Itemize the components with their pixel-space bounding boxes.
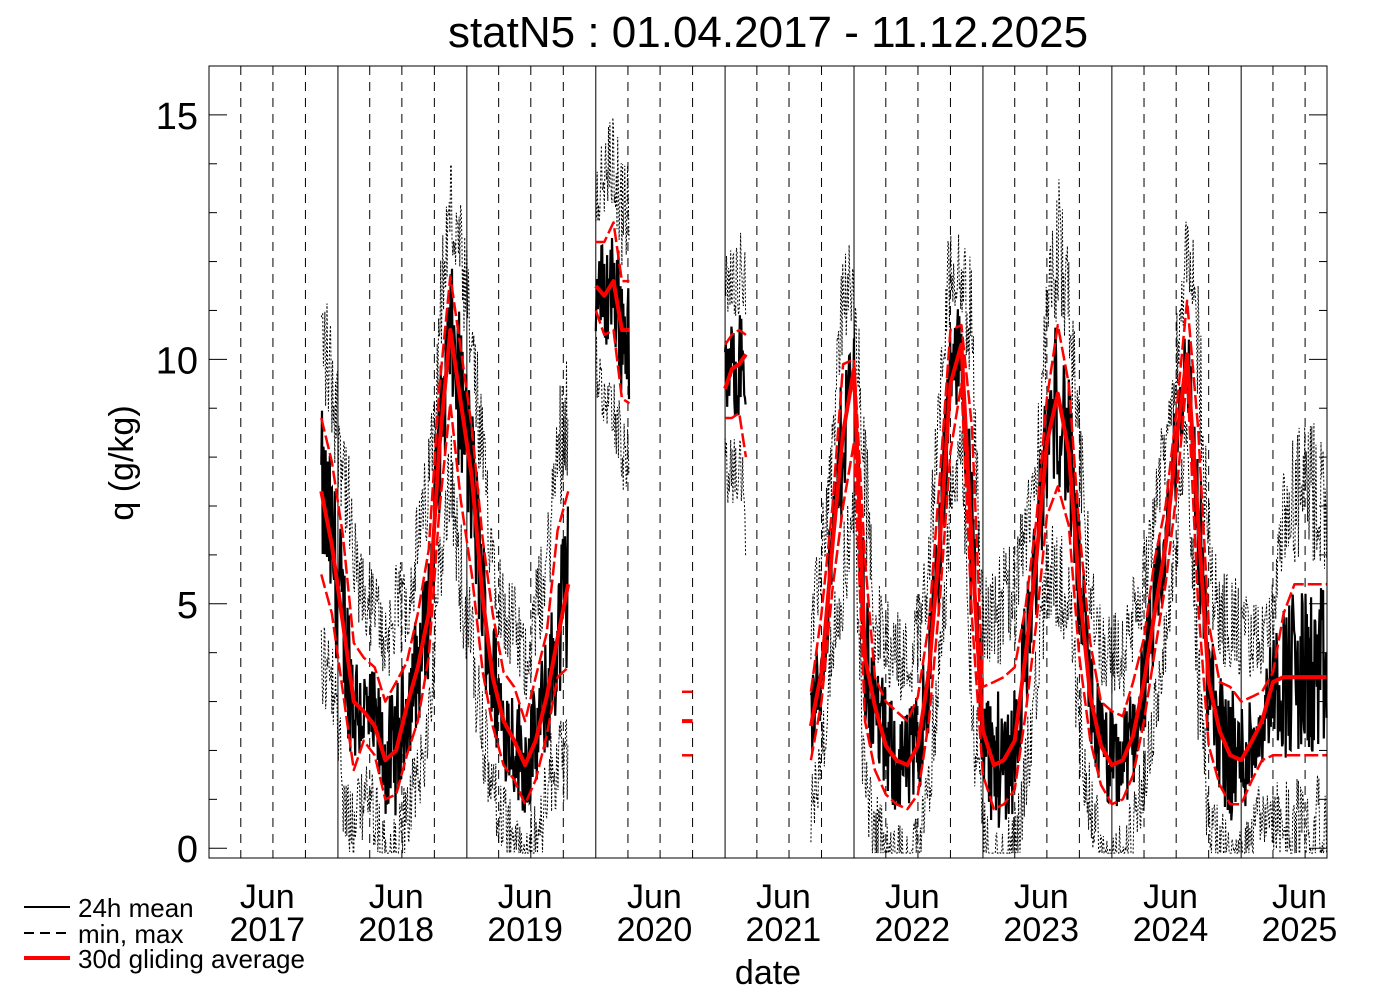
daily-min-line: [595, 336, 630, 491]
y-tick-label: 15: [156, 96, 198, 138]
gliding-average-series: [319, 221, 1327, 811]
y-axis-label: q (g/kg): [103, 405, 141, 520]
average-max-line: [809, 299, 1327, 723]
x-tick-month-label: Jun: [756, 878, 811, 916]
x-tick-year-label: 2022: [874, 911, 950, 949]
average-min-line: [320, 402, 570, 806]
legend-label-mean: 24h mean: [78, 893, 194, 923]
x-tick-month-label: Jun: [885, 878, 940, 916]
y-tick-label: 0: [177, 829, 198, 871]
min-max-series: [320, 117, 1328, 855]
x-tick-year-label: 2019: [487, 911, 563, 949]
daily-max-line: [320, 164, 569, 701]
y-tick-label: 10: [156, 340, 198, 382]
x-tick-month-label: Jun: [1014, 878, 1069, 916]
daily-max-line: [595, 117, 630, 266]
y-tick-label: 5: [177, 585, 198, 627]
daily-max-line: [724, 232, 747, 316]
average-max-line: [320, 274, 570, 723]
x-axis-label: date: [735, 954, 801, 992]
grid-layer: [240, 66, 1306, 858]
x-tick-year-label: 2025: [1262, 911, 1338, 949]
average-max-line: [724, 328, 747, 346]
average-min-line: [809, 372, 1327, 811]
daily-mean-line: [594, 237, 631, 400]
x-axis-ticks: Jun2017Jun2018Jun2019Jun2020Jun2021Jun20…: [229, 878, 1337, 949]
x-tick-year-label: 2018: [358, 911, 434, 949]
x-tick-month-label: Jun: [240, 878, 295, 916]
average-mean-line: [319, 328, 571, 768]
average-min-line: [594, 309, 631, 405]
average-max-line: [595, 221, 630, 283]
y-axis-ticks: 0 5 10 15: [156, 96, 1327, 871]
average-mean-line: [808, 342, 1327, 768]
x-tick-year-label: 2023: [1003, 911, 1079, 949]
x-tick-year-label: 2020: [617, 911, 693, 949]
daily-mean-line: [320, 268, 569, 816]
daily-min-line: [724, 438, 747, 557]
x-tick-year-label: 2017: [229, 911, 305, 949]
legend-label-minmax: min, max: [78, 919, 183, 949]
x-tick-month-label: Jun: [498, 878, 553, 916]
x-tick-year-label: 2021: [746, 911, 822, 949]
x-tick-year-label: 2024: [1133, 911, 1209, 949]
daily-min-line: [320, 434, 569, 854]
average-min-line: [725, 411, 748, 458]
daily-min-line: [810, 420, 1328, 855]
x-tick-month-label: Jun: [1143, 878, 1198, 916]
x-tick-month-label: Jun: [369, 878, 424, 916]
plot-frame: [208, 65, 1328, 859]
x-tick-month-label: Jun: [627, 878, 682, 916]
average-mean-line: [723, 353, 748, 390]
average-mean-line: [594, 279, 630, 332]
x-tick-month-label: Jun: [1272, 878, 1327, 916]
chart-title: statN5 : 01.04.2017 - 11.12.2025: [448, 8, 1088, 57]
legend: 24h mean min, max 30d gliding average: [24, 893, 305, 974]
legend-label-average: 30d gliding average: [78, 944, 305, 974]
daily-max-line: [810, 179, 1328, 701]
